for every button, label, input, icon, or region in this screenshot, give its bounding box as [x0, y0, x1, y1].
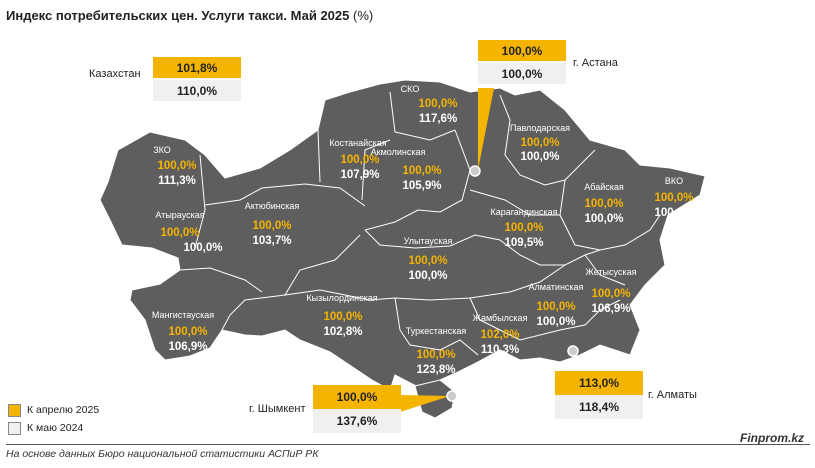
kazakhstan-april-box: 101,8% — [153, 57, 241, 78]
region-april-value: 100,0% — [416, 349, 455, 361]
region-may-value: 100,0% — [536, 316, 575, 328]
region-april-value: 100,0% — [157, 160, 196, 172]
region-april-value: 100,0% — [418, 98, 457, 110]
region-april-value: 100,0% — [168, 326, 207, 338]
region-name: Алматинская — [529, 282, 584, 292]
region-name: Улытауская — [404, 236, 453, 246]
region-name: Абайская — [584, 182, 624, 192]
region-may-value: 102,8% — [323, 326, 362, 338]
region-april-value: 100,0% — [536, 301, 575, 313]
region-may-value: 117,6% — [419, 113, 457, 125]
title-text: Индекс потребительских цен. Услуги такси… — [6, 8, 350, 23]
shymkent-marker — [446, 390, 458, 402]
footer-divider — [6, 444, 810, 445]
astana-pointer — [478, 88, 494, 170]
region-name: СКО — [401, 84, 420, 94]
region-april-value: 100,0% — [340, 154, 379, 166]
region-name: Туркестанская — [406, 326, 467, 336]
region-name: Атырауская — [155, 210, 204, 220]
legend-may-swatch — [8, 422, 21, 435]
astana-label: г. Астана — [573, 57, 618, 69]
region-name: ЗКО — [153, 145, 171, 155]
shymkent-may-box: 137,6% — [313, 409, 401, 433]
region-april-value: 100,0% — [323, 311, 362, 323]
region-may-value: 107,9% — [340, 169, 379, 181]
title-unit: (%) — [353, 8, 374, 23]
astana-april-box: 100,0% — [478, 40, 566, 61]
region-april-value: 100,0% — [252, 220, 291, 232]
almaty-april-box: 113,0% — [555, 371, 643, 395]
source-footer: На основе данных Бюро национальной стати… — [6, 448, 319, 460]
kazakhstan-label: Казахстан — [89, 68, 141, 80]
region-name: Костанайская — [329, 138, 386, 148]
shymkent-pointer — [400, 395, 450, 412]
region-may-value: 100,0% — [520, 151, 559, 163]
region-may-value: 103,7% — [252, 235, 291, 247]
region-april-value: 100,0% — [402, 165, 441, 177]
region-may-value: 105,9% — [402, 180, 441, 192]
region-may-value: 106,9% — [591, 303, 630, 315]
region-name: Мангистауская — [152, 310, 214, 320]
astana-marker — [469, 165, 481, 177]
region-name: ВКО — [665, 176, 683, 186]
region-labels: СКО 100,0% 117,6% Павлодарская 100,0% 10… — [152, 84, 694, 376]
kazakhstan-may-box: 110,0% — [153, 80, 241, 101]
legend-april-label: К апрелю 2025 — [27, 404, 100, 416]
region-april-value: 100,0% — [654, 192, 693, 204]
shymkent-label: г. Шымкент — [249, 403, 306, 415]
almaty-label: г. Алматы — [648, 389, 697, 401]
region-may-value: 106,9% — [168, 341, 207, 353]
region-april-value: 100,0% — [584, 198, 623, 210]
region-may-value: 100,0% — [183, 242, 222, 254]
region-april-value: 100,0% — [591, 288, 630, 300]
almaty-may-box: 118,4% — [555, 395, 643, 419]
region-may-value: 100,0% — [654, 207, 693, 219]
region-april-value: 100,0% — [504, 222, 543, 234]
region-april-value: 100,0% — [520, 137, 559, 149]
region-may-value: 109,5% — [504, 237, 543, 249]
region-may-value: 100,0% — [584, 213, 623, 225]
region-name: Павлодарская — [510, 123, 570, 133]
region-april-value: 102,0% — [480, 329, 519, 341]
almaty-marker — [567, 345, 579, 357]
region-name: Жамбылская — [473, 313, 528, 323]
region-name: Акмолинская — [371, 147, 426, 157]
region-name: Актюбинская — [245, 201, 300, 211]
region-name: Жетысуская — [586, 267, 637, 277]
shymkent-april-box: 100,0% — [313, 385, 401, 409]
country-shape — [99, 79, 706, 391]
legend-april-swatch — [8, 404, 21, 417]
region-may-value: 110,3% — [481, 344, 519, 356]
region-may-value: 123,8% — [416, 364, 455, 376]
brand-logo-text: Finprom.kz — [740, 431, 805, 445]
region-name: Карагандинская — [490, 207, 557, 217]
region-may-value: 100,0% — [408, 270, 447, 282]
astana-may-box: 100,0% — [478, 63, 566, 84]
region-name: Кызылординская — [306, 293, 377, 303]
region-may-value: 111,3% — [158, 175, 196, 187]
legend-may-label: К маю 2024 — [27, 422, 84, 434]
region-april-value: 100,0% — [160, 227, 199, 239]
page-title: Индекс потребительских цен. Услуги такси… — [6, 8, 373, 23]
region-april-value: 100,0% — [408, 255, 447, 267]
